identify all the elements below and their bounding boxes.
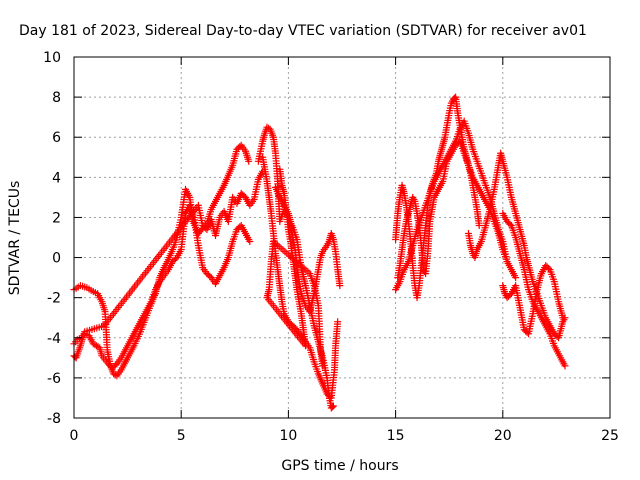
data-point — [545, 264, 553, 272]
y-tick-label: 10 — [43, 50, 61, 66]
series-track-c — [70, 167, 267, 362]
data-point — [559, 314, 567, 322]
series-track-j — [392, 117, 520, 294]
data-point — [246, 238, 254, 246]
y-tick-label: 2 — [52, 210, 61, 226]
y-tick-label: -4 — [47, 331, 61, 347]
data-point — [334, 318, 342, 326]
data-point — [475, 221, 483, 229]
data-point — [319, 362, 327, 370]
data-point — [329, 402, 337, 410]
y-tick-label: 8 — [52, 90, 61, 106]
x-tick-label: 5 — [177, 428, 186, 444]
series-track-m — [499, 262, 567, 338]
y-axis-label: SDTVAR / TECUs — [7, 181, 23, 296]
axis-ticks — [73, 56, 611, 419]
data-point — [336, 282, 344, 290]
data-point — [451, 94, 459, 102]
data-point — [512, 274, 520, 282]
x-tick-label: 0 — [70, 428, 79, 444]
data-point — [328, 403, 336, 411]
series-track-b — [70, 201, 254, 372]
gridlines — [74, 57, 610, 418]
data-point — [506, 220, 514, 228]
x-axis-label: GPS time / hours — [281, 458, 398, 474]
y-tick-label: -2 — [47, 291, 61, 307]
plot-border — [73, 56, 611, 419]
data-points — [70, 93, 569, 412]
series-track-g — [263, 165, 327, 370]
x-tick-label: 25 — [601, 428, 619, 444]
y-tick-label: 6 — [52, 130, 61, 146]
x-tick-label: 20 — [494, 428, 512, 444]
data-point — [111, 371, 119, 379]
y-tick-label: -6 — [47, 371, 61, 387]
x-tick-label: 10 — [279, 428, 297, 444]
y-tick-label: 0 — [52, 251, 61, 267]
data-point — [561, 362, 569, 370]
x-tick-label: 15 — [387, 428, 405, 444]
axis-tick-labels: 0 5 10 15 20 25 -8 -6 -4 -2 0 2 4 6 8 10 — [43, 50, 619, 444]
data-point — [326, 393, 334, 401]
series-track-l — [499, 209, 569, 370]
y-tick-label: -8 — [47, 411, 61, 427]
y-tick-label: 4 — [52, 170, 61, 186]
series-track-f — [272, 183, 344, 316]
data-point — [245, 157, 253, 165]
chart-title: Day 181 of 2023, Sidereal Day-to-day VTE… — [19, 23, 587, 39]
